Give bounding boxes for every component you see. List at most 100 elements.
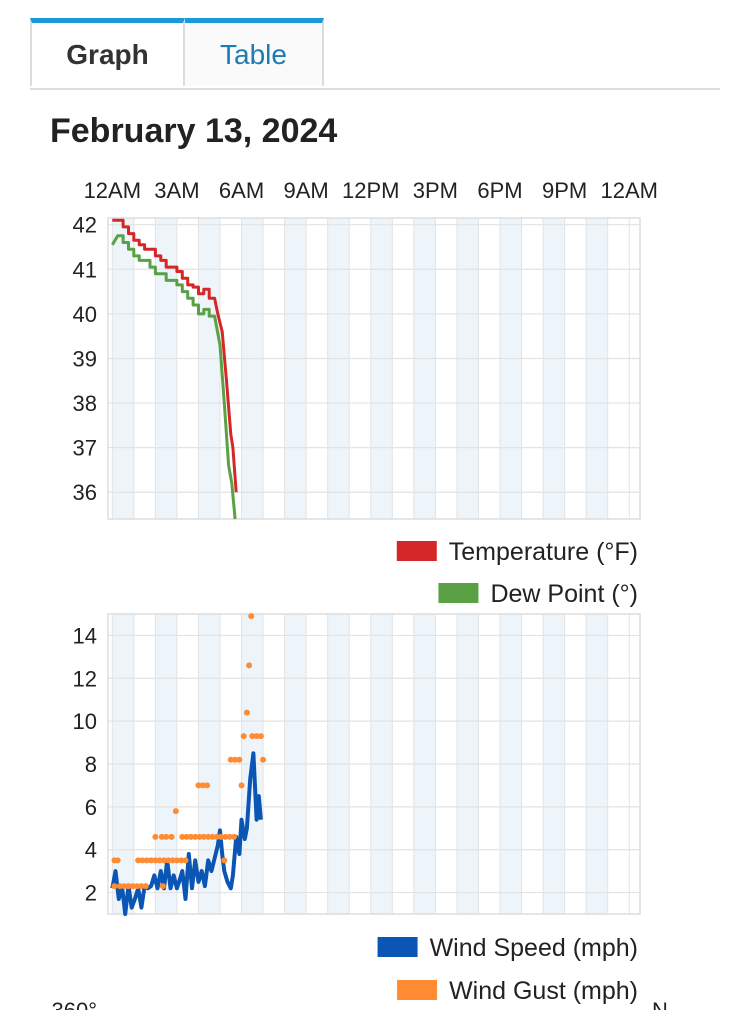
wind-gust-point — [168, 833, 175, 840]
wind-gust-point — [111, 883, 118, 890]
wind-gust-point — [240, 733, 247, 740]
wind-gust-point — [129, 883, 136, 890]
view-tabs: Graph Table — [30, 18, 720, 90]
legend-label: Wind Speed (mph) — [430, 934, 638, 962]
hour-band — [543, 218, 565, 519]
wind-direction-axis-partial: 360° N — [51, 998, 667, 1010]
wind-chart: 2 4 6 8 10 12 14 — [73, 613, 641, 916]
wind-gust-point — [148, 857, 155, 864]
wind-gust-point — [227, 756, 234, 763]
legend-label: Dew Point (°) — [490, 580, 638, 608]
wind-gust-point — [173, 857, 180, 864]
time-label: 3AM — [154, 178, 199, 203]
dew-point-line — [111, 234, 237, 520]
time-label: 9AM — [284, 178, 329, 203]
direction-label-left: 360° — [51, 998, 97, 1010]
wind-gust-point — [232, 756, 239, 763]
wind-gust-point — [172, 808, 179, 815]
wind-gust-point — [179, 833, 186, 840]
y-tick-label: 12 — [73, 666, 97, 691]
hour-band — [500, 218, 522, 519]
legend-swatch — [438, 583, 479, 603]
wind-gust-point — [200, 833, 207, 840]
hour-band — [241, 218, 264, 519]
wind-speed-line — [110, 751, 263, 916]
y-tick-label: 2 — [85, 881, 97, 906]
wind-gust-point — [183, 833, 190, 840]
hour-band — [112, 218, 134, 519]
wind-gust-point — [205, 833, 212, 840]
legend-label: Wind Gust (mph) — [449, 977, 638, 1005]
wind-gust-point — [134, 883, 141, 890]
time-axis-labels: 12AM 3AM 6AM 9AM 12PM 3PM 6PM 9PM 12AM — [84, 178, 658, 203]
wind-gust-point — [142, 883, 149, 890]
hour-band — [327, 218, 350, 519]
wind-gust-point — [199, 782, 206, 789]
wind-gust-point — [249, 733, 256, 740]
legend-swatch — [397, 980, 438, 1000]
y-tick-label: 10 — [73, 709, 97, 734]
wind-gust-point — [218, 833, 225, 840]
temperature-legend: Temperature (°F) Dew Point (°) — [396, 538, 638, 608]
y-tick-label: 36 — [73, 480, 97, 505]
wind-gust-point — [260, 756, 267, 763]
wind-gust-point — [139, 857, 146, 864]
wind-gust-point — [187, 833, 194, 840]
temperature-line — [112, 218, 238, 493]
wind-gust-point — [257, 733, 264, 740]
legend-swatch — [396, 541, 437, 561]
wind-gust-point — [196, 833, 203, 840]
wind-gust-point — [222, 833, 229, 840]
wind-gust-point — [138, 883, 145, 890]
wind-gust-point — [231, 833, 237, 840]
legend-label: Temperature (°F) — [449, 538, 638, 566]
wind-gust-point — [169, 857, 176, 864]
legend-swatch — [377, 937, 418, 957]
hour-band — [284, 218, 307, 519]
wind-gust-point — [253, 733, 260, 740]
wind-gust-point — [159, 883, 166, 890]
wind-gust-point — [121, 883, 128, 890]
hour-band — [370, 218, 393, 519]
wind-gust-point — [236, 756, 243, 763]
hour-band — [456, 218, 479, 519]
wind-gust-point — [135, 857, 142, 864]
y-tick-label: 6 — [85, 795, 97, 820]
hour-band — [586, 218, 608, 519]
tab-graph[interactable]: Graph — [30, 18, 185, 86]
y-tick-label: 42 — [73, 213, 97, 238]
y-tick-label: 40 — [73, 302, 97, 327]
wind-gust-point — [248, 613, 255, 620]
wind-gust-point — [161, 857, 167, 864]
wind-gust-point — [195, 782, 202, 789]
wind-gust-point — [156, 857, 163, 864]
wind-gust-point — [158, 833, 165, 840]
temperature-chart: 36 37 38 39 40 41 42 — [73, 213, 641, 520]
time-label: 12AM — [600, 178, 657, 203]
y-tick-label: 8 — [85, 752, 97, 777]
time-label: 6AM — [219, 178, 264, 203]
y-tick-label: 37 — [73, 436, 97, 461]
hour-band — [155, 218, 177, 519]
plot-frame — [107, 217, 641, 520]
y-tick-label: 39 — [73, 346, 97, 371]
time-label: 6PM — [477, 178, 522, 203]
y-tick-label: 38 — [73, 391, 97, 416]
wind-gust-point — [152, 857, 159, 864]
wind-gust-point — [152, 833, 159, 840]
wind-gust-point — [238, 782, 245, 789]
y-tick-label: 4 — [85, 838, 97, 863]
tab-table[interactable]: Table — [185, 18, 324, 86]
wind-gust-point — [243, 709, 250, 716]
time-label: 9PM — [542, 178, 587, 203]
hour-band — [198, 218, 220, 519]
wind-gust-point — [116, 883, 123, 890]
time-label: 12AM — [84, 178, 141, 203]
wind-gust-point — [125, 883, 132, 890]
wind-gust-point — [178, 857, 185, 864]
y-tick-label: 41 — [73, 257, 97, 282]
wind-gust-point — [204, 782, 211, 789]
wind-gust-point — [114, 857, 121, 864]
time-label: 12PM — [342, 178, 399, 203]
